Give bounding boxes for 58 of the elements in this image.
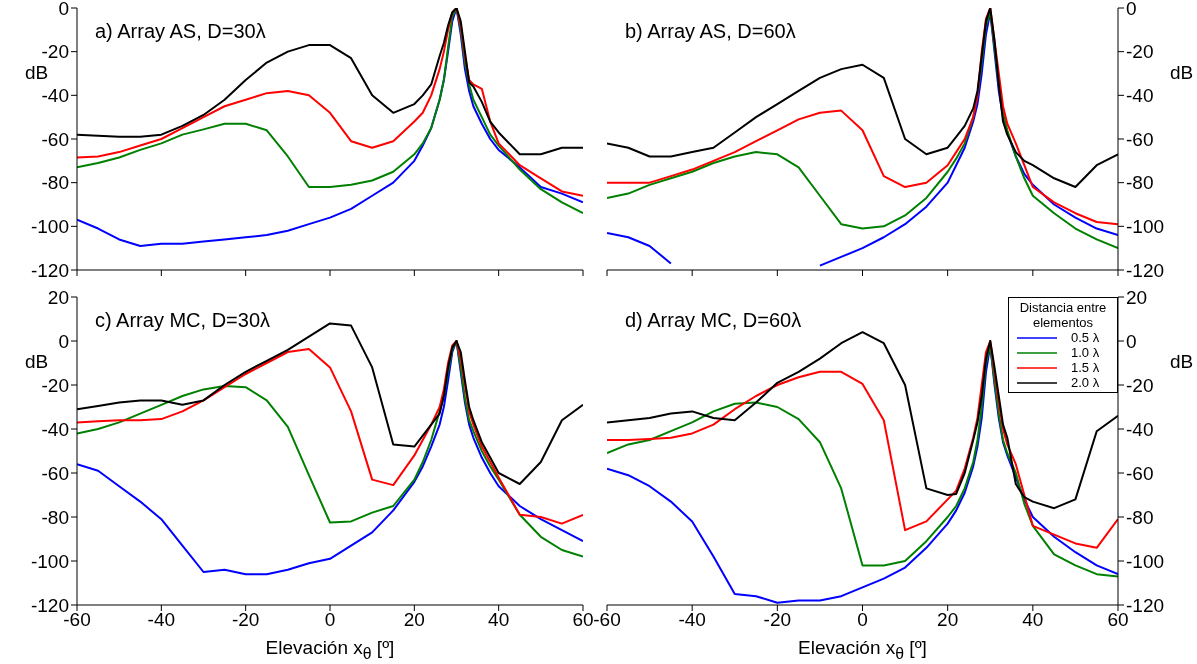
x-tick-label: 40: [1022, 609, 1044, 631]
x-tick-label: -20: [231, 609, 260, 631]
y2-tick-label: -120: [1126, 594, 1165, 616]
text: b) Array AS, D=60λ: [625, 20, 796, 43]
y2-tick-label: -80: [1126, 506, 1154, 528]
y-tick-label: -20: [41, 374, 69, 396]
x-tick-label: -40: [147, 609, 176, 631]
y2-axis-title: dB: [1170, 351, 1194, 373]
y-tick-label: -60: [41, 128, 69, 150]
x-tick-label: 20: [403, 609, 425, 631]
y2-tick-label: -100: [1126, 550, 1165, 572]
y-tick-label: 0: [58, 330, 69, 352]
x-tick-label: 60: [1107, 609, 1129, 631]
y2-tick-label: -80: [1126, 172, 1154, 194]
x-tick-label: -40: [678, 609, 706, 631]
x-tick-label: 0: [857, 609, 868, 631]
legend-label: 2.0 λ: [1071, 375, 1100, 390]
y2-tick-label: -40: [1126, 85, 1154, 107]
text: d) Array MC, D=60λ: [625, 309, 802, 332]
x-tick-label: 40: [488, 609, 510, 631]
y-axis-title: dB: [25, 351, 49, 373]
y2-tick-label: -40: [1126, 418, 1154, 440]
x-tick-label: 0: [324, 609, 336, 631]
y-tick-label: 20: [47, 286, 69, 308]
y2-tick-label: 0: [1126, 330, 1137, 352]
x-tick-label: -20: [763, 609, 792, 631]
x-tick-label: 20: [937, 609, 959, 631]
y-tick-label: -20: [41, 41, 69, 63]
y2-tick-label: -60: [1126, 462, 1154, 484]
legend-label: 1.5 λ: [1071, 360, 1100, 375]
y2-tick-label: 20: [1126, 286, 1148, 308]
y-tick-label: -80: [41, 172, 69, 194]
y-tick-label: 0: [58, 0, 69, 19]
y2-tick-label: -60: [1126, 128, 1154, 150]
x-tick-label: 60: [572, 609, 594, 631]
y-tick-label: -40: [41, 85, 69, 107]
y-tick-label: -100: [30, 216, 69, 238]
x-axis-title: Elevación x$_{θ}$ [º]: [797, 637, 928, 663]
y2-tick-label: -120: [1126, 259, 1165, 281]
y-tick-label: -120: [30, 259, 69, 281]
text: a) Array AS, D=30λ: [95, 20, 266, 43]
y-tick-label: -100: [30, 550, 69, 572]
y2-tick-label: -100: [1126, 216, 1165, 238]
x-axis-title: Elevación x$_{θ}$ [º]: [264, 637, 396, 663]
y-tick-label: -40: [41, 418, 69, 440]
legend-label: 0.5 λ: [1071, 330, 1100, 345]
line-series: [77, 340, 583, 525]
y2-tick-label: -20: [1126, 41, 1154, 63]
y-tick-label: -80: [41, 506, 69, 528]
x-tick-label: -60: [593, 609, 621, 631]
y2-axis-title: dB: [1170, 61, 1194, 84]
y2-tick-label: 0: [1126, 0, 1137, 19]
legend-title: Distancia entre elementos: [1018, 300, 1108, 330]
legend-label: 1.0 λ: [1071, 345, 1100, 360]
y2-tick-label: -20: [1126, 374, 1154, 396]
y-axis-title: dB: [25, 61, 49, 84]
text: c) Array MC, D=30λ: [95, 309, 271, 332]
y-tick-label: -60: [41, 462, 69, 484]
